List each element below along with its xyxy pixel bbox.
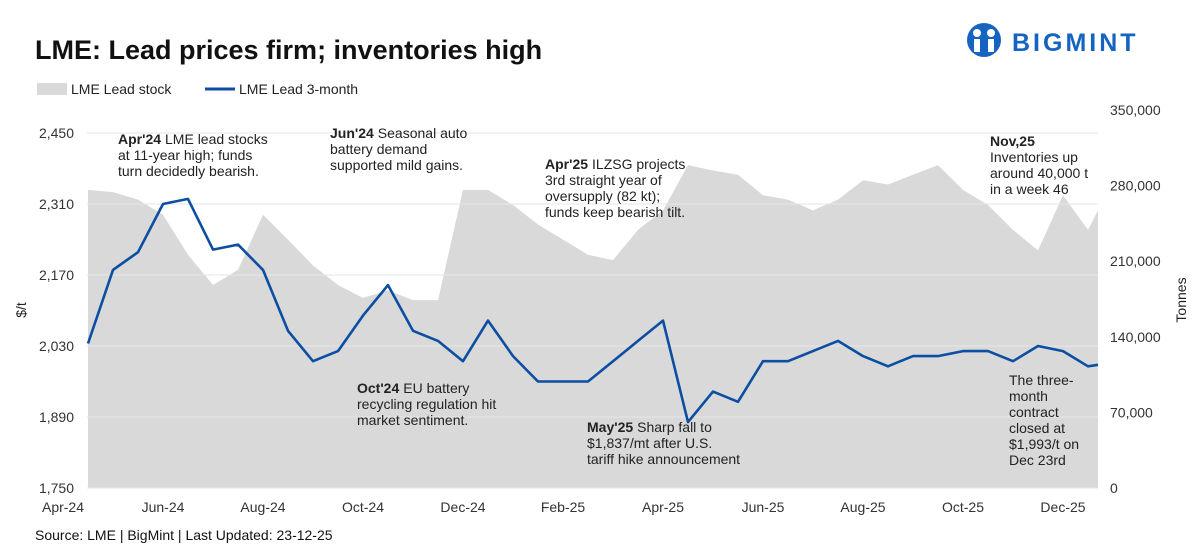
annotation-line: closed at [1009, 420, 1065, 436]
price-line [86, 197, 1099, 424]
annotation-lead: Oct'24 [357, 380, 399, 396]
annotation-line: ILZSG projects [592, 156, 685, 172]
logo-text: BIGMINT [1012, 29, 1139, 57]
annotation-line: contract [1009, 404, 1059, 420]
legend-swatch [37, 83, 67, 95]
y2-tick-label: 350,000 [1110, 102, 1161, 118]
y-tick-label: 2,030 [39, 338, 74, 354]
annotation-line: market sentiment. [357, 412, 468, 428]
logo-icon [988, 39, 994, 52]
chart-title: LME: Lead prices firm; inventories high [35, 35, 542, 65]
area-layer [88, 165, 1098, 488]
annotation-line: oversupply (82 kt); [545, 188, 660, 204]
annotation-line: $1,993/t on [1009, 436, 1079, 452]
y-tick-label: 2,310 [39, 196, 74, 212]
x-tick-label: Apr-24 [42, 499, 84, 515]
annotation: Oct'24 EU battery recycling regulation hit… [357, 380, 496, 428]
annotation-line: recycling regulation hit [357, 396, 496, 412]
x-tick-label: Aug-25 [840, 499, 885, 515]
annotation-lead: Apr'24 [118, 131, 161, 147]
annotation-line: Sharp fall to [637, 419, 712, 435]
annotation: Jun'24 Seasonal auto battery demand support… [330, 125, 468, 173]
logo-icon [987, 29, 995, 37]
annotation-lead: Jun'24 [330, 125, 374, 141]
annotation: The three-month contract closed at $1,993/t… [1009, 372, 1079, 468]
annotation-line: funds keep bearish tilt. [545, 204, 685, 220]
annotation-line: $1,837/mt after U.S. [587, 435, 712, 451]
x-tick-label: Dec-25 [1040, 499, 1085, 515]
x-tick-label: Dec-24 [440, 499, 485, 515]
x-tick-label: Apr-25 [642, 499, 684, 515]
logo-icon [967, 23, 1001, 57]
annotation-line: Inventories up [990, 149, 1078, 165]
legend-label: LME Lead stock [71, 81, 172, 97]
y2-tick-label: 70,000 [1110, 404, 1153, 420]
annotation-line: battery demand [330, 141, 427, 157]
annotation-line: LME lead stocks [165, 131, 268, 147]
y-tick-label: 1,750 [39, 480, 74, 496]
logo-icon [974, 39, 980, 52]
x-tick-label: Oct-24 [342, 499, 384, 515]
annotation-line: around 40,000 t [990, 165, 1088, 181]
annotation: May'25 Sharp fall to $1,837/mt after U.S. t… [587, 419, 740, 467]
annotation-line: month [1009, 388, 1048, 404]
x-tick-label: Jun-24 [142, 499, 185, 515]
annotation: Apr'25 ILZSG projects 3rd straight year of… [545, 156, 685, 220]
annotation: Nov,25 Inventories up around 40,000 t in a … [990, 133, 1088, 197]
annotation-lead: Nov,25 [990, 133, 1035, 149]
grid-layer [87, 132, 1098, 489]
annotation-line: 3rd straight year of [545, 172, 662, 188]
x-tick-label: Feb-25 [541, 499, 586, 515]
annotation-line: at 11-year high; funds [118, 147, 252, 163]
x-tick-label: Jun-25 [742, 499, 785, 515]
annotation-line: EU battery [403, 380, 469, 396]
annotation: Apr'24 LME lead stocks at 11-year high; fu… [118, 131, 268, 179]
y2-axis-label: Tonnes [1173, 277, 1189, 322]
annotation-lead: Apr'25 [545, 156, 588, 172]
y-axis-label: $/t [13, 302, 29, 318]
logo-icon [973, 29, 981, 37]
annotation-line: Dec 23rd [1009, 452, 1066, 468]
source: Source: LME | BigMint | Last Updated: 23… [35, 527, 333, 543]
x-tick-label: Oct-25 [942, 499, 984, 515]
y2-tick-label: 0 [1110, 480, 1118, 496]
y2-tick-label: 210,000 [1110, 253, 1161, 269]
y2-tick-label: 280,000 [1110, 178, 1161, 194]
y2-tick-label: 140,000 [1110, 329, 1161, 345]
annotation-line: Seasonal auto [378, 125, 468, 141]
y-tick-label: 1,890 [39, 409, 74, 425]
annotation-line: in a week 46 [990, 181, 1069, 197]
annotation-line: turn decidedly bearish. [118, 163, 259, 179]
annotation-line: supported mild gains. [330, 157, 463, 173]
x-tick-label: Aug-24 [240, 499, 285, 515]
annotation-line: tariff hike announcement [587, 451, 740, 467]
y-tick-label: 2,450 [39, 125, 74, 141]
stock-area [88, 165, 1098, 488]
annotation-line: The three- [1009, 372, 1074, 388]
logo: BIGMINT [967, 23, 1139, 57]
annotation-lead: May'25 [587, 419, 633, 435]
y-tick-label: 2,170 [39, 267, 74, 283]
legend-label: LME Lead 3-month [239, 81, 358, 97]
